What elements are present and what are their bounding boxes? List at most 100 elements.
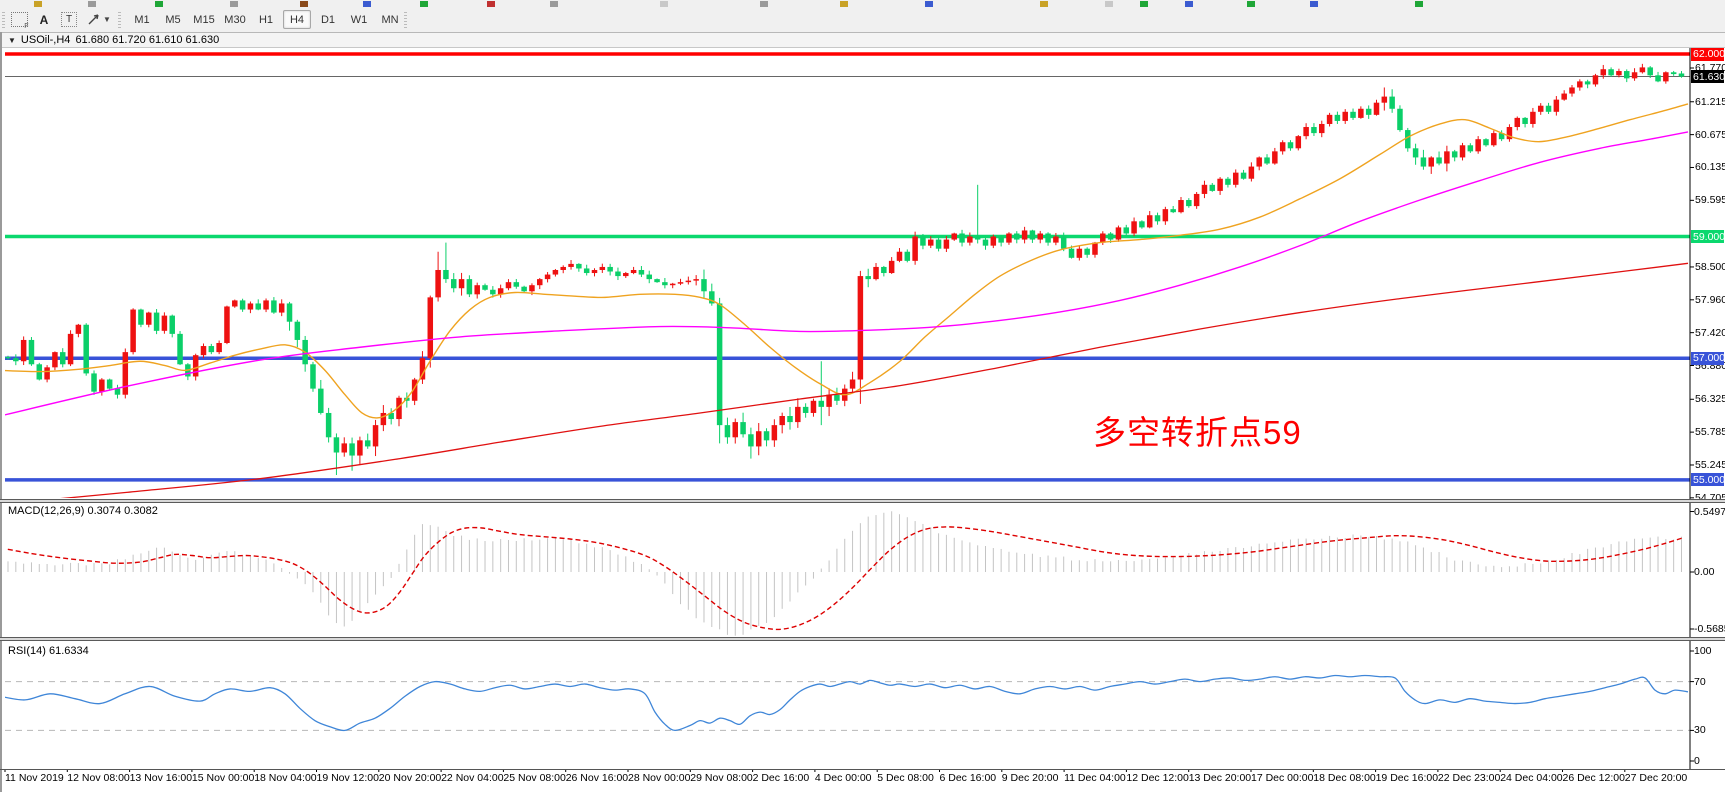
toolbar-drag-handle[interactable]	[2, 12, 5, 28]
toolbar-button-partial[interactable]	[88, 1, 96, 7]
toolbar-button-partial[interactable]	[1310, 1, 1318, 7]
timeframe-button-MN[interactable]: MN	[381, 13, 399, 26]
candle-body	[52, 352, 58, 368]
candle-body	[529, 285, 535, 292]
candle-body	[1663, 72, 1669, 82]
chart-title-bar[interactable]: ▼ USOil-,H4 61.680 61.720 61.610 61.630	[2, 32, 1725, 48]
candle-body	[544, 274, 551, 280]
timeframe-button-W1[interactable]: W1	[350, 13, 368, 26]
timeframe-button-M1[interactable]: M1	[134, 13, 150, 26]
candle-body	[732, 422, 739, 438]
toolbar-drag-handle[interactable]	[118, 12, 121, 28]
timeframe-button-M30[interactable]: M30	[224, 13, 246, 26]
candle-body	[200, 346, 207, 356]
text-box-tool-button[interactable]: T	[58, 10, 80, 29]
toolbar-button-partial[interactable]	[925, 1, 933, 7]
candle-body	[5, 356, 11, 359]
shapes-tool-button[interactable]: ▼	[84, 10, 114, 29]
collapse-triangle-icon[interactable]: ▼	[8, 35, 16, 45]
candle-body	[153, 312, 160, 331]
candle-body	[646, 274, 652, 280]
candle-body	[709, 291, 715, 304]
toolbar-button-partial[interactable]	[363, 1, 371, 7]
toolbar-button-partial[interactable]	[155, 1, 163, 7]
macd-pane-title: MACD(12,26,9) 0.3074 0.3082	[8, 505, 158, 517]
candle-body	[943, 239, 950, 249]
candle-body	[1295, 136, 1302, 149]
candle-body	[435, 269, 441, 298]
toolbar-button-partial[interactable]	[1140, 1, 1148, 7]
timeframe-button-D1[interactable]: D1	[320, 13, 336, 26]
candle-body	[1131, 221, 1137, 234]
candle-body	[724, 425, 731, 438]
toolbar-button-partial[interactable]	[420, 1, 428, 7]
timeframe-button-M5[interactable]: M5	[165, 13, 181, 26]
grid-frame-tool-button[interactable]	[8, 10, 30, 30]
mid-ma-line	[5, 131, 1689, 416]
candle-body	[427, 297, 434, 359]
text-label-tool-button[interactable]: A	[34, 10, 54, 29]
candle-body	[740, 422, 746, 435]
timeframe-button-H4[interactable]: H4	[283, 10, 311, 29]
candle-body	[318, 388, 324, 413]
toolbar-button-partial[interactable]	[550, 1, 558, 7]
candle-body	[1006, 233, 1012, 243]
macd-pane[interactable]	[0, 511, 1683, 636]
toolbar-button-partial[interactable]	[1185, 1, 1193, 7]
candle-body	[849, 379, 856, 389]
main-price-pane[interactable]	[0, 52, 1690, 504]
toolbar-button-partial[interactable]	[230, 1, 238, 7]
candle-body	[1545, 105, 1552, 112]
candle-body	[693, 279, 699, 281]
candle-body	[1358, 108, 1364, 118]
chart-symbol-label: USOil-,H4	[20, 34, 71, 46]
rsi-pane[interactable]	[0, 674, 1690, 732]
toolbar-button-partial[interactable]	[840, 1, 848, 7]
price-axis[interactable]	[1690, 48, 1725, 769]
candle-body	[1530, 111, 1536, 124]
candle-body	[497, 288, 504, 295]
toolbar-button-partial[interactable]	[300, 1, 308, 7]
timeframe-button-M15[interactable]: M15	[193, 13, 215, 26]
candle-body	[13, 358, 19, 362]
candle-body	[1342, 111, 1348, 121]
candle-body	[677, 282, 684, 284]
toolbar-button-partial[interactable]	[1415, 1, 1423, 7]
candle-body	[1623, 71, 1630, 79]
candle-body	[388, 412, 394, 420]
candle-body	[1412, 148, 1419, 158]
candle-body	[1092, 242, 1098, 255]
candle-body	[1045, 233, 1051, 243]
time-axis[interactable]	[0, 769, 1725, 792]
candle-body	[857, 276, 864, 380]
toolbar-button-partial[interactable]	[34, 1, 42, 7]
candle-body	[1459, 145, 1466, 158]
toolbar-button-partial[interactable]	[1247, 1, 1255, 7]
toolbar-button-partial[interactable]	[660, 1, 668, 7]
candle-body	[411, 379, 418, 401]
toolbar-button-partial[interactable]	[1040, 1, 1048, 7]
candle-body	[482, 285, 488, 290]
candle-body	[1600, 69, 1607, 76]
candle-body	[974, 236, 981, 240]
candle-body	[904, 251, 911, 261]
pane-separator[interactable]	[0, 637, 1725, 641]
candle-body	[1232, 172, 1239, 185]
toolbar-button-partial[interactable]	[760, 1, 768, 7]
toolbar-drag-handle[interactable]	[404, 12, 407, 28]
candle-body	[623, 273, 629, 277]
candle-body	[912, 236, 918, 261]
candle-body	[1631, 72, 1638, 79]
timeframe-button-H1[interactable]: H1	[258, 13, 274, 26]
candle-body	[959, 233, 965, 243]
pane-separator[interactable]	[0, 499, 1725, 503]
candle-body	[1553, 99, 1560, 112]
candle-body	[271, 300, 277, 313]
toolbar-button-partial[interactable]	[487, 1, 495, 7]
candle-body	[1373, 102, 1380, 115]
candle-body	[1577, 81, 1583, 88]
candle-body	[138, 309, 144, 325]
toolbar-button-partial[interactable]	[1105, 1, 1113, 7]
